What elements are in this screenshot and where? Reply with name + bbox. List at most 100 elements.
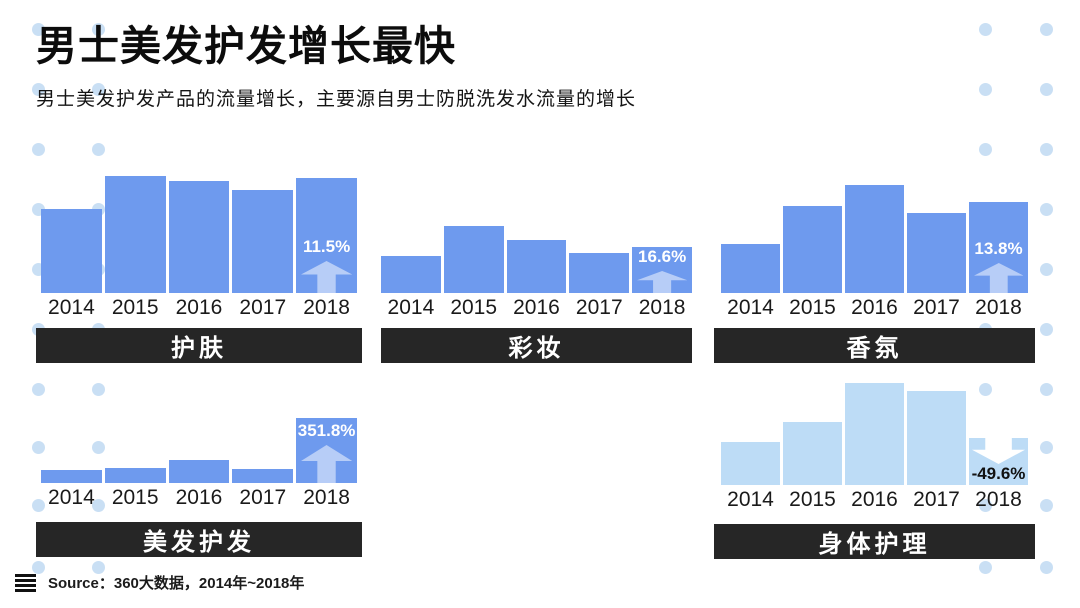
bars-area: 351.8%	[36, 365, 362, 483]
decor-dot	[31, 441, 45, 454]
bar-2018: -49.6%	[969, 438, 1028, 485]
decor-dot	[978, 561, 992, 574]
bars-area: -49.6%	[714, 367, 1035, 485]
bar-2017	[907, 391, 966, 485]
growth-label: 351.8%	[297, 421, 356, 440]
chart-makeup: 16.6% 2014 2015 2016 2017 2018 彩妆	[381, 175, 692, 363]
year-tick: 2015	[111, 296, 159, 319]
source-row: Source：360大数据，2014年~2018年	[15, 572, 304, 593]
chart-bodycare: -49.6% 2014 2015 2016 2017 2018 身体护理	[714, 367, 1035, 559]
decor-dot	[1039, 441, 1053, 454]
year-tick: 2016	[513, 296, 560, 319]
chart-skincare: 11.5% 2014 2015 2016 2017 2018 护肤	[36, 175, 362, 363]
bar-2016	[506, 240, 567, 293]
bar-2017	[232, 190, 294, 293]
page-title: 男士美发护发增长最快	[36, 23, 456, 69]
category-label: 彩妆	[381, 328, 692, 363]
decor-dot	[1039, 263, 1053, 276]
bars-area: 11.5%	[36, 175, 362, 293]
decor-dot	[1039, 143, 1053, 156]
bars-area: 16.6%	[381, 175, 692, 293]
bar-2015	[104, 468, 166, 483]
year-tick: 2015	[450, 296, 498, 319]
category-label: 护肤	[36, 328, 362, 363]
growth-label: 13.8%	[974, 239, 1023, 258]
decor-dot	[978, 143, 992, 156]
bar-2014	[721, 244, 780, 293]
decor-dot	[91, 383, 105, 396]
year-tick: 2018	[975, 296, 1022, 319]
bar-2017	[569, 253, 630, 293]
decor-dot	[1039, 203, 1053, 216]
decor-dot	[91, 143, 105, 156]
decor-dot	[31, 499, 45, 512]
year-tick: 2016	[175, 486, 223, 509]
year-tick: 2018	[303, 486, 350, 509]
bar-2014	[721, 442, 780, 485]
decor-dot	[91, 83, 105, 96]
year-axis: 2014 2015 2016 2017 2018	[36, 293, 362, 323]
decor-dot	[1039, 383, 1053, 396]
bar-2014	[41, 209, 102, 293]
bar-2014	[41, 470, 102, 483]
growth-label: 16.6%	[637, 247, 687, 266]
decor-dot	[1039, 83, 1053, 96]
year-tick: 2017	[239, 486, 287, 509]
bar-2015	[104, 176, 166, 293]
bar-2016	[845, 383, 904, 485]
year-tick: 2015	[789, 488, 836, 511]
bars-area: 13.8%	[714, 175, 1035, 293]
year-tick: 2016	[851, 296, 898, 319]
bar-2015	[783, 422, 842, 485]
growth-label: 11.5%	[302, 237, 351, 256]
decor-dot	[91, 499, 105, 512]
chart-fragrance: 13.8% 2014 2015 2016 2017 2018 香氛	[714, 175, 1035, 363]
decor-dot	[31, 23, 45, 36]
decor-dot	[91, 441, 105, 454]
decor-dot	[91, 23, 105, 36]
decor-dot	[31, 143, 45, 156]
bar-2018: 16.6%	[632, 247, 692, 293]
up-arrow-icon	[973, 263, 1024, 293]
bar-2016	[845, 185, 904, 293]
category-label: 身体护理	[714, 524, 1035, 559]
category-label: 香氛	[714, 328, 1035, 363]
page-subtitle: 男士美发护发产品的流量增长，主要源自男士防脱洗发水流量的增长	[36, 89, 637, 110]
bar-2016	[168, 181, 230, 293]
chart-haircare: 351.8% 2014 2015 2016 2017 2018 美发护发	[36, 365, 362, 557]
year-tick: 2018	[975, 488, 1022, 511]
year-tick: 2014	[727, 296, 774, 319]
year-tick: 2014	[387, 296, 435, 319]
decor-dot	[31, 383, 45, 396]
growth-label: -49.6%	[971, 464, 1026, 483]
list-lines-icon	[15, 573, 36, 592]
year-axis: 2014 2015 2016 2017 2018	[381, 293, 692, 323]
year-tick: 2014	[48, 296, 95, 319]
bar-2017	[232, 469, 294, 483]
year-axis: 2014 2015 2016 2017 2018	[36, 483, 362, 513]
year-axis: 2014 2015 2016 2017 2018	[714, 485, 1035, 515]
bar-2017	[907, 213, 966, 293]
decor-dot	[978, 383, 992, 396]
decor-dot	[978, 499, 992, 512]
decor-dot	[91, 561, 105, 574]
year-tick: 2017	[575, 296, 623, 319]
bar-2014	[381, 256, 441, 293]
up-arrow-icon	[301, 445, 353, 483]
up-arrow-icon	[636, 271, 688, 293]
up-arrow-icon	[301, 261, 353, 293]
decor-dot	[978, 23, 992, 36]
bar-2015	[443, 226, 504, 293]
bar-2016	[168, 460, 230, 483]
year-tick: 2018	[303, 296, 350, 319]
decor-dot	[31, 83, 45, 96]
bar-2018: 11.5%	[296, 178, 357, 293]
year-tick: 2015	[111, 486, 159, 509]
bar-2018: 13.8%	[969, 202, 1028, 293]
decor-dot	[1039, 561, 1053, 574]
bar-2015	[783, 206, 842, 293]
year-tick: 2014	[48, 486, 95, 509]
decor-dot	[978, 83, 992, 96]
down-arrow-icon	[971, 438, 1026, 464]
decor-dot	[1039, 23, 1053, 36]
